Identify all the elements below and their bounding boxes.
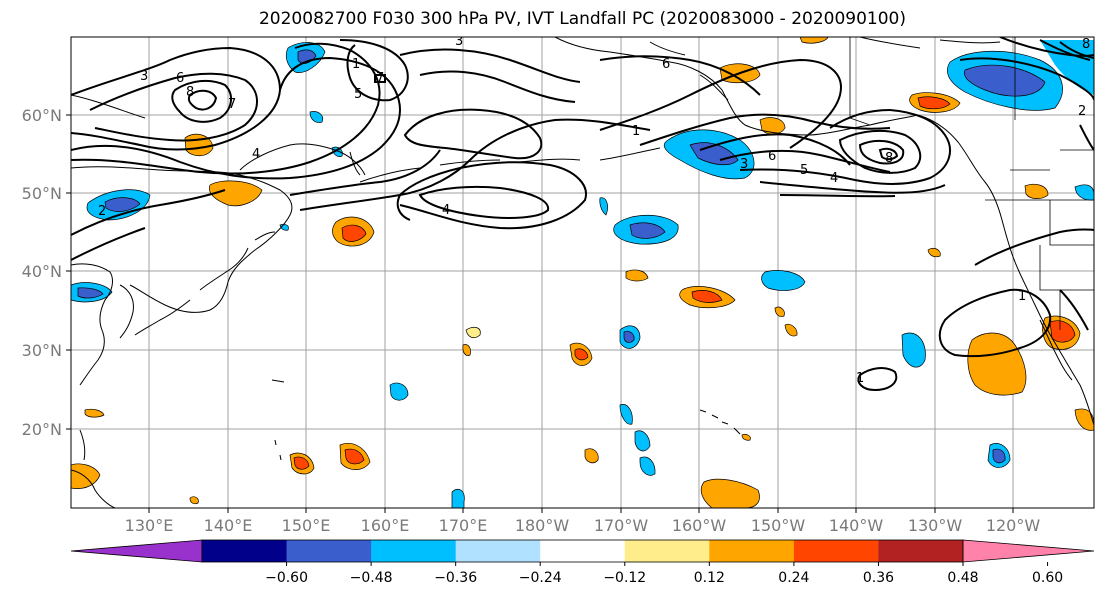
colorbar-label: −0.24 — [519, 570, 562, 586]
contour-label: 1 — [1018, 289, 1026, 304]
colorbar-label: −0.48 — [350, 570, 393, 586]
colorbar-segment — [624, 540, 710, 562]
lat-label: 20°N — [22, 420, 62, 439]
contour-label: 8 — [885, 151, 893, 166]
colorbar-segment — [793, 540, 879, 562]
colorbar-segment — [202, 540, 288, 562]
map-frame — [70, 36, 1095, 509]
lon-label: 150°E — [282, 516, 331, 535]
lon-label: 150°W — [751, 516, 806, 535]
colorbar-frame — [201, 539, 964, 563]
lon-label: 160°W — [672, 516, 727, 535]
colorbar-label: −0.12 — [603, 570, 646, 586]
colorbar-segment — [540, 540, 626, 562]
colorbar-label: 0.36 — [863, 570, 894, 586]
contour-label: 5 — [800, 163, 808, 178]
colorbar-segment — [286, 540, 372, 562]
lon-label: 170°E — [439, 516, 488, 535]
colorbar-label: 0.12 — [694, 570, 725, 586]
colorbar-label: 0.48 — [947, 570, 978, 586]
colorbar-segment — [371, 540, 457, 562]
contour-label: 6 — [662, 57, 670, 72]
lat-label: 50°N — [22, 184, 62, 203]
colorbar-label: 0.24 — [778, 570, 809, 586]
lat-axis — [66, 114, 71, 430]
contour-label: 7 — [228, 97, 236, 112]
contour-label: 1 — [632, 124, 640, 139]
contour-label: 8 — [1082, 37, 1090, 52]
map-title: 2020082700 F030 300 hPa PV, IVT Landfall… — [258, 9, 906, 29]
contour-label: 1 — [352, 57, 360, 72]
colorbar-label: −0.36 — [434, 570, 477, 586]
lat-label: 60°N — [22, 106, 62, 125]
colorbar-extend-low — [70, 539, 203, 563]
lon-label: 160°E — [361, 516, 410, 535]
colorbar-segment — [878, 540, 964, 562]
lon-label: 140°E — [204, 516, 253, 535]
lat-label: 30°N — [22, 341, 62, 360]
contour-label: 5 — [354, 87, 362, 102]
lat-label: 40°N — [22, 262, 62, 281]
contour-label: 7 — [376, 71, 384, 86]
colorbar-segment — [709, 540, 795, 562]
lon-label: 180°W — [515, 516, 570, 535]
contour-label: 6 — [768, 149, 776, 164]
contour-label: 3 — [455, 34, 463, 49]
graticule — [71, 37, 1094, 508]
pv-contours — [71, 37, 1094, 392]
lon-label: 140°W — [829, 516, 884, 535]
colorbar — [70, 539, 1095, 563]
lon-label: 170°W — [594, 516, 649, 535]
contour-label: 4 — [442, 203, 450, 218]
colorbar-extend-high — [962, 539, 1095, 563]
contour-label: 2 — [98, 204, 106, 219]
lon-label: 120°W — [986, 516, 1041, 535]
colorbar-segment — [455, 540, 541, 562]
lon-label: 130°E — [125, 516, 174, 535]
colorbar-labels: −0.60 −0.48 −0.36 −0.24 −0.12 0.12 0.24 0.36 0.4… — [265, 562, 1063, 586]
contour-label: 6 — [176, 71, 184, 86]
contour-label: 4 — [830, 171, 838, 186]
ivt-shading — [71, 37, 1094, 508]
contour-labels: 3 6 8 7 4 5 1 2 3 4 6 1 8 4 2 1 1 3 5 6 … — [98, 34, 1090, 386]
contour-label: 8 — [186, 85, 194, 100]
contour-label: 4 — [252, 147, 260, 162]
contour-label: 3 — [740, 157, 748, 172]
contour-label: 2 — [1078, 104, 1086, 119]
colorbar-label: 0.60 — [1032, 570, 1063, 586]
colorbar-label: −0.60 — [265, 570, 308, 586]
contour-label: 1 — [856, 371, 864, 386]
contour-label: 3 — [140, 69, 148, 84]
lon-label: 130°W — [908, 516, 963, 535]
lon-axis — [148, 508, 1014, 513]
